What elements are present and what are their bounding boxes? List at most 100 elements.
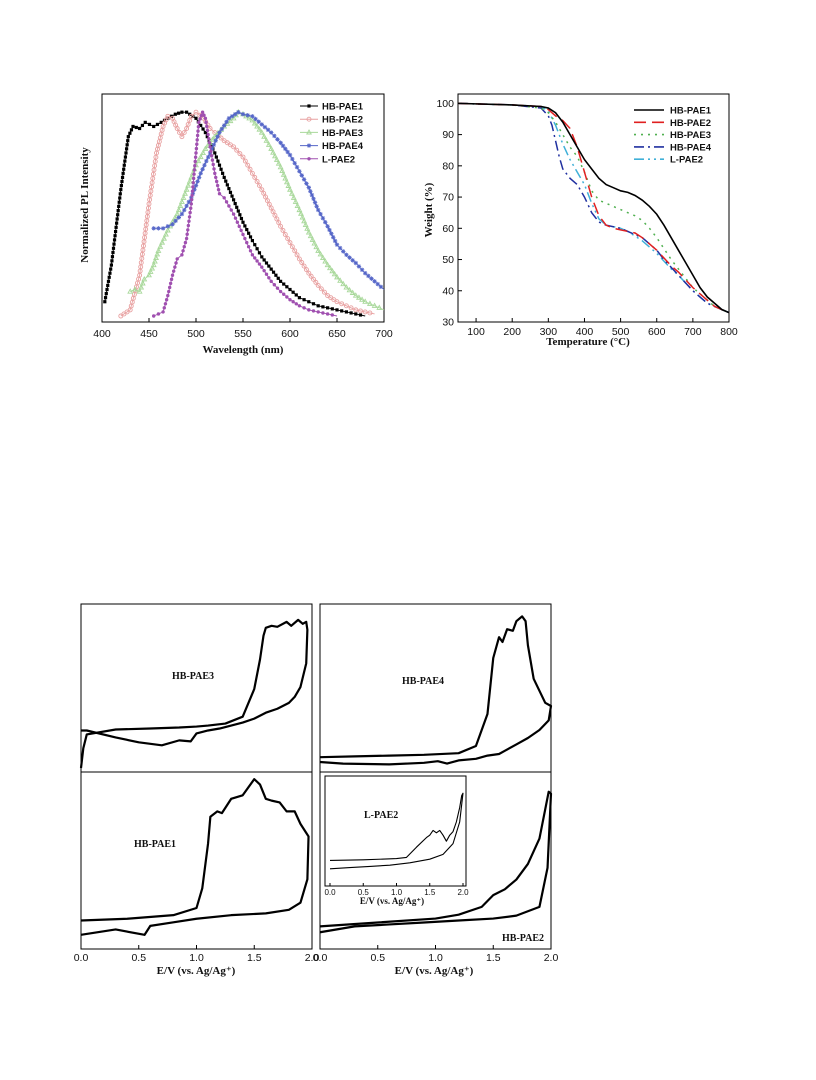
pl-point-l-pae2 — [207, 136, 211, 141]
pl-point-hb-pae1 — [307, 300, 311, 304]
pl-series-line-l-pae2 — [153, 111, 338, 317]
pl-point-hb-pae4 — [189, 195, 194, 200]
pl-point-hb-pae1 — [269, 267, 273, 271]
pl-point-hb-pae1 — [274, 273, 278, 277]
cv-x-axis-label-right: E/V (vs. Ag/Ag⁺) — [395, 965, 474, 977]
pl-point-hb-pae4 — [278, 140, 283, 145]
pl-point-hb-pae2 — [353, 307, 359, 313]
pl-point-hb-pae3 — [305, 229, 312, 235]
pl-point-hb-pae2 — [231, 144, 237, 150]
pl-point-hb-pae1 — [236, 209, 240, 213]
tga-x-tick-label: 200 — [503, 326, 521, 338]
pl-point-hb-pae4 — [170, 222, 175, 227]
pl-x-tick-label: 650 — [328, 328, 346, 340]
pl-point-hb-pae4 — [308, 189, 313, 194]
pl-point-hb-pae4 — [222, 123, 227, 128]
pl-x-tick-label: 400 — [93, 328, 111, 340]
pl-point-hb-pae4 — [285, 149, 290, 155]
pl-point-l-pae2 — [250, 253, 255, 257]
pl-point-hb-pae1 — [124, 151, 128, 155]
pl-point-hb-pae4 — [204, 158, 209, 164]
cv-inset-x-tick-label: 2.0 — [457, 888, 469, 897]
pl-point-hb-pae3 — [146, 271, 152, 278]
pl-point-hb-pae2 — [207, 126, 213, 131]
pl-point-hb-pae2 — [181, 130, 187, 136]
cv-label-hb-pae1: HB-PAE1 — [134, 839, 176, 850]
pl-point-l-pae2 — [269, 279, 273, 284]
pl-point-hb-pae4 — [173, 218, 178, 224]
pl-point-hb-pae3 — [290, 194, 297, 200]
pl-point-l-pae2 — [210, 158, 215, 162]
pl-point-l-pae2 — [208, 145, 212, 149]
tga-y-tick-label: 90 — [442, 129, 454, 141]
tga-y-tick-label: 70 — [442, 192, 454, 204]
pl-point-hb-pae4 — [250, 114, 255, 119]
pl-point-hb-pae3 — [178, 198, 185, 204]
pl-point-l-pae2 — [187, 219, 191, 223]
pl-point-hb-pae4 — [240, 112, 246, 117]
tga-series-line-hb-pae1 — [457, 102, 730, 314]
pl-point-hb-pae2 — [261, 190, 267, 196]
tga-y-tick-label: 30 — [442, 317, 454, 329]
pl-point-l-pae2 — [211, 162, 215, 167]
tga-legend-label-hb-pae2: HB-PAE2 — [670, 118, 711, 129]
pl-point-hb-pae4 — [372, 279, 377, 284]
pl-point-hb-pae3 — [343, 284, 350, 290]
pl-point-l-pae2 — [205, 128, 210, 133]
pl-point-hb-pae1 — [122, 167, 126, 171]
pl-legend-label-hb-pae2: HB-PAE2 — [322, 115, 363, 126]
pl-point-l-pae2 — [199, 113, 204, 118]
pl-point-hb-pae1 — [201, 127, 205, 131]
pl-point-l-pae2 — [253, 256, 257, 260]
pl-point-hb-pae3 — [270, 149, 277, 155]
pl-point-hb-pae4 — [236, 109, 241, 115]
pl-point-hb-pae3 — [279, 167, 286, 174]
pl-spectra-chart: 400 450 500 550 600 650 700 Normalized PL Inte… — [79, 93, 393, 356]
pl-point-l-pae2 — [231, 212, 236, 216]
pl-point-hb-pae1 — [228, 190, 233, 194]
pl-point-hb-pae4 — [327, 227, 332, 233]
pl-point-hb-pae4 — [275, 137, 280, 142]
pl-point-l-pae2 — [237, 224, 241, 229]
cv-curve-hb-pae2 — [319, 790, 553, 934]
pl-point-hb-pae2 — [268, 205, 274, 211]
pl-point-hb-pae3 — [301, 217, 308, 224]
pl-point-hb-pae3 — [162, 231, 169, 237]
pl-point-hb-pae1 — [248, 235, 253, 239]
pl-point-hb-pae3 — [263, 137, 270, 143]
pl-point-hb-pae3 — [313, 243, 320, 250]
pl-point-hb-pae4 — [215, 134, 220, 139]
pl-point-hb-pae1 — [122, 163, 126, 167]
pl-x-axis-label: Wavelength (nm) — [203, 344, 284, 356]
pl-point-hb-pae1 — [129, 128, 134, 132]
pl-point-l-pae2 — [291, 300, 295, 304]
pl-point-l-pae2 — [196, 129, 200, 133]
pl-point-hb-pae3 — [275, 160, 282, 166]
pl-point-hb-pae1 — [109, 267, 113, 271]
pl-point-hb-pae4 — [359, 267, 365, 273]
pl-point-l-pae2 — [260, 265, 264, 269]
pl-point-hb-pae3 — [277, 163, 284, 170]
pl-series-line-hb-pae2 — [120, 111, 375, 317]
pl-point-l-pae2 — [206, 132, 210, 137]
pl-point-l-pae2 — [209, 149, 213, 153]
pl-point-hb-pae3 — [157, 243, 164, 249]
pl-legend-label-hb-pae3: HB-PAE3 — [322, 128, 363, 139]
pl-point-l-pae2 — [285, 295, 289, 299]
pl-point-l-pae2 — [166, 293, 170, 298]
pl-point-hb-pae4 — [262, 124, 268, 130]
pl-point-hb-pae3 — [149, 265, 156, 271]
pl-point-hb-pae4 — [265, 127, 271, 133]
pl-point-hb-pae1 — [262, 258, 266, 262]
pl-point-hb-pae2 — [285, 236, 291, 242]
pl-point-hb-pae4 — [309, 192, 315, 198]
pl-point-hb-pae1 — [123, 159, 127, 163]
cv-label-hb-pae3: HB-PAE3 — [172, 671, 214, 682]
cv-x-tick-label: 2.0 — [544, 952, 559, 964]
pl-point-hb-pae3 — [246, 114, 253, 121]
pl-point-l-pae2 — [297, 304, 302, 308]
pl-point-hb-pae3 — [177, 202, 184, 208]
pl-point-hb-pae3 — [200, 149, 207, 156]
pl-point-hb-pae3 — [355, 294, 362, 300]
pl-point-l-pae2 — [186, 223, 191, 228]
